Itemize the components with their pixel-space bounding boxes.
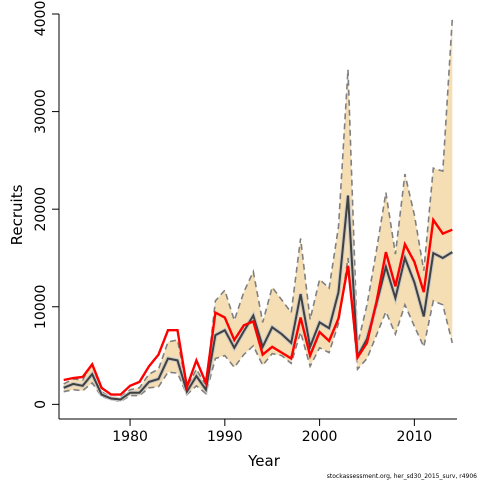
- y-tick-label: 0: [33, 400, 49, 409]
- upper-bound-line: [63, 18, 454, 399]
- y-tick-label: 40000: [33, 0, 49, 36]
- y-axis-title: Recruits: [8, 184, 26, 245]
- lower-bound-line: [63, 257, 454, 403]
- footnote: stockassessment.org, her_sd30_2015_surv,…: [327, 473, 477, 480]
- estimate-line: [63, 195, 453, 401]
- alternative-line: [63, 216, 453, 396]
- plot-area: [62, 18, 454, 403]
- y-tick-label: 20000: [33, 187, 49, 232]
- y-tick-label: 30000: [33, 89, 49, 134]
- x-tick-label: 2000: [302, 429, 338, 445]
- x-tick-label: 1990: [207, 429, 243, 445]
- x-axis-title: Year: [247, 452, 281, 470]
- x-tick-label: 2010: [397, 429, 433, 445]
- x-tick-label: 1980: [112, 429, 148, 445]
- y-tick-label: 10000: [33, 285, 49, 330]
- confidence-band: [63, 18, 453, 402]
- axes: 1980 1990 2000 2010 0 10000 20000 30000 40000: [33, 0, 457, 445]
